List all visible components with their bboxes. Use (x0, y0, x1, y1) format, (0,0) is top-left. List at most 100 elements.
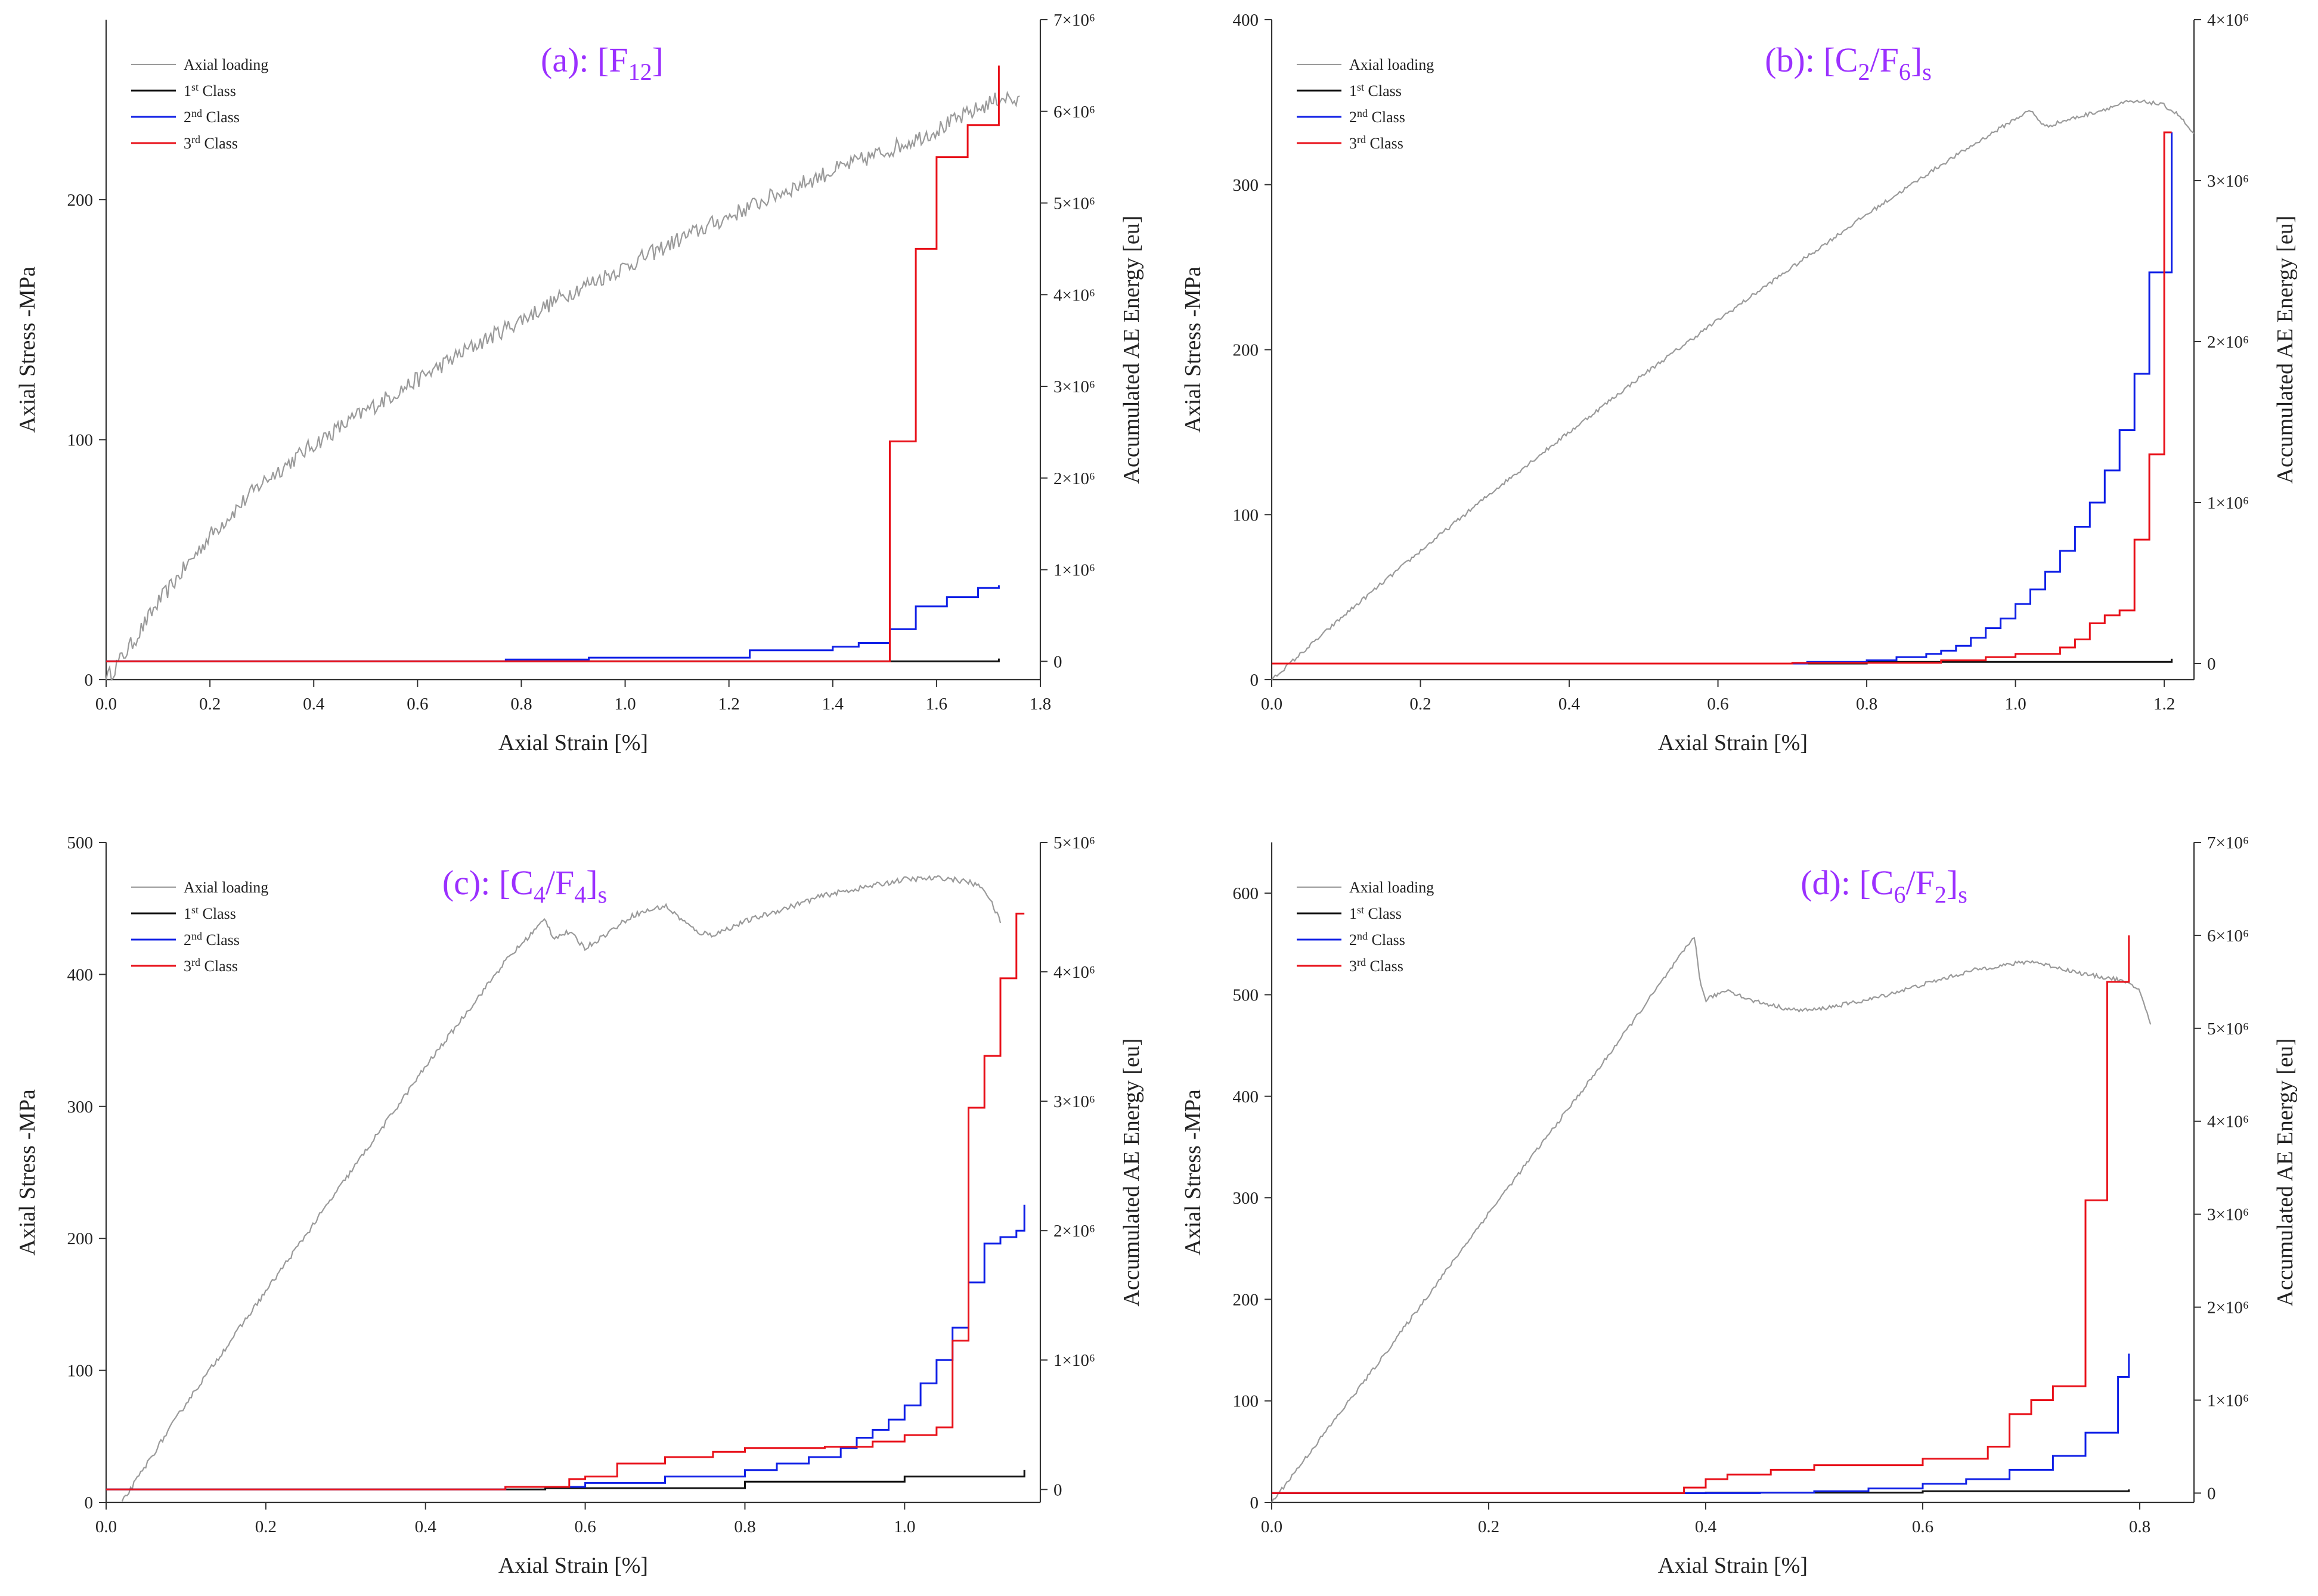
x-tick-label: 0.2 (1478, 1517, 1499, 1536)
y2-tick-label: 2×10⁶ (2207, 333, 2249, 352)
series-axial-loading (1271, 99, 2195, 680)
x-tick-label: 1.8 (1030, 695, 1051, 714)
y2-tick-label: 5×10⁶ (1053, 194, 1095, 213)
y-axis-title: Axial Stress -MPa (1180, 266, 1206, 433)
x-tick-label: 1.0 (2004, 695, 2026, 714)
x-tick-label: 0.4 (303, 695, 325, 714)
y-axis-title: Axial Stress -MPa (15, 1089, 40, 1256)
y-tick-label: 400 (67, 965, 94, 984)
y2-tick-label: 5×10⁶ (2207, 1019, 2249, 1039)
panel-a: 0.0 0.2 0.4 0.6 0.8 1.0 1.2 1.4 1.6 1.8 0 100 200 0 1×… (15, 11, 1144, 755)
y2-tick-label: 3×10⁶ (1053, 1092, 1095, 1111)
y2-tick-label: 2×10⁶ (1053, 469, 1095, 488)
x-tick-label: 0.6 (1912, 1517, 1933, 1536)
legend-label: 3rd Class (184, 956, 238, 975)
x-tick-label: 0.4 (1558, 695, 1581, 714)
x-axis-title: Axial Strain [%] (498, 1553, 648, 1578)
x-tick-label: 0.4 (415, 1517, 437, 1536)
legend-label: 2nd Class (184, 107, 240, 126)
y-tick-label: 500 (67, 833, 94, 853)
y-tick-label: 100 (67, 430, 94, 450)
y2-axis-title: Accumulated AE Energy [eu] (1119, 216, 1144, 484)
y2-axis-title: Accumulated AE Energy [eu] (2273, 216, 2298, 484)
panel-d: 0.0 0.2 0.4 0.6 0.8 0 100 200 300 400 500 600 0 1×10⁶… (1180, 833, 2298, 1578)
x-tick-label: 0.8 (2129, 1517, 2150, 1536)
x-tick-label: 1.6 (926, 695, 947, 714)
legend: Axial loading 1st Class 2nd Class 3rd Class (131, 879, 268, 975)
x-tick-label: 0.6 (574, 1517, 596, 1536)
y2-tick-label: 4×10⁶ (1053, 963, 1095, 982)
y-tick-label: 100 (1233, 506, 1259, 525)
legend-label: 3rd Class (1349, 134, 1403, 152)
legend-label: Axial loading (184, 879, 268, 896)
legend-label: Axial loading (1349, 879, 1434, 896)
series-class1 (106, 1470, 1025, 1490)
series-class3 (1272, 131, 2172, 665)
x-tick-label: 0.4 (1695, 1517, 1717, 1536)
panel-title: (b): [C2/F6]s (1765, 41, 1932, 85)
legend-label: Axial loading (1349, 56, 1434, 73)
y-axis-title: Axial Stress -MPa (1180, 1089, 1206, 1256)
x-tick-label: 1.4 (822, 695, 844, 714)
panel-c: 0.0 0.2 0.4 0.6 0.8 1.0 0 100 200 300 400 500 0 1×10⁶… (15, 833, 1144, 1578)
legend-label: 1st Class (184, 81, 236, 100)
series-class3 (106, 912, 1025, 1490)
panel-b: 0.0 0.2 0.4 0.6 0.8 1.0 1.2 0 100 200 300 400 0 1×10⁶… (1180, 11, 2298, 755)
legend: Axial loading 1st Class 2nd Class 3rd Class (1297, 56, 1434, 152)
panel-title: (c): [C4/F4]s (442, 863, 607, 908)
x-tick-label: 0.6 (1707, 695, 1728, 714)
y2-axis-title: Accumulated AE Energy [eu] (1119, 1039, 1144, 1307)
x-tick-label: 0.0 (1261, 1517, 1282, 1536)
y2-tick-label: 4×10⁶ (2207, 1112, 2249, 1132)
series-class2 (1272, 1353, 2130, 1494)
x-axis-title: Axial Strain [%] (1658, 730, 1808, 755)
x-tick-label: 0.2 (255, 1517, 277, 1536)
y2-tick-label: 4×10⁶ (1053, 286, 1095, 305)
y-tick-label: 100 (67, 1362, 94, 1381)
y2-tick-label: 0 (2207, 1484, 2216, 1503)
series-axial-loading (1271, 937, 2152, 1503)
legend-label: 2nd Class (184, 930, 240, 949)
series-class2 (106, 585, 1000, 662)
y2-tick-label: 6×10⁶ (1053, 103, 1095, 122)
y2-tick-label: 3×10⁶ (2207, 1205, 2249, 1225)
y-tick-label: 200 (1233, 341, 1259, 360)
y-tick-label: 300 (1233, 1189, 1259, 1208)
legend: Axial loading 1st Class 2nd Class 3rd Class (1297, 879, 1434, 975)
x-tick-label: 0.2 (199, 695, 221, 714)
x-tick-label: 0.0 (95, 695, 117, 714)
y2-tick-label: 1×10⁶ (1053, 561, 1095, 580)
y-tick-label: 200 (67, 191, 94, 210)
y2-tick-label: 1×10⁶ (2207, 1391, 2249, 1410)
x-tick-label: 0.2 (1409, 695, 1431, 714)
legend-label: 1st Class (1349, 81, 1402, 100)
x-tick-label: 0.0 (95, 1517, 117, 1536)
y2-tick-label: 0 (1053, 1480, 1062, 1499)
y-axis-title: Axial Stress -MPa (15, 266, 40, 433)
y2-tick-label: 4×10⁶ (2207, 11, 2249, 30)
y2-tick-label: 2×10⁶ (2207, 1299, 2249, 1318)
y2-tick-label: 0 (1053, 652, 1062, 671)
x-tick-label: 1.2 (718, 695, 740, 714)
x-tick-label: 1.2 (2153, 695, 2175, 714)
y2-tick-label: 1×10⁶ (1053, 1351, 1095, 1370)
y-tick-label: 300 (67, 1098, 94, 1117)
x-tick-label: 1.0 (614, 695, 636, 714)
y-tick-label: 400 (1233, 1087, 1259, 1107)
y2-tick-label: 5×10⁶ (1053, 833, 1095, 853)
legend-label: 2nd Class (1349, 930, 1405, 949)
legend-label: 1st Class (184, 904, 236, 922)
panel-title: (d): [C6/F2]s (1801, 863, 1967, 908)
legend-label: 3rd Class (184, 134, 238, 152)
y2-tick-label: 1×10⁶ (2207, 494, 2249, 513)
y-tick-label: 0 (1250, 671, 1259, 690)
series-class3 (106, 65, 1000, 662)
y2-tick-label: 2×10⁶ (1053, 1222, 1095, 1241)
x-tick-label: 1.0 (894, 1517, 915, 1536)
legend-label: 2nd Class (1349, 107, 1405, 126)
legend-label: 1st Class (1349, 904, 1402, 922)
y2-axis-title: Accumulated AE Energy [eu] (2273, 1039, 2298, 1307)
y2-tick-label: 0 (2207, 655, 2216, 674)
y2-tick-label: 3×10⁶ (1053, 377, 1095, 396)
y-tick-label: 600 (1233, 884, 1259, 903)
